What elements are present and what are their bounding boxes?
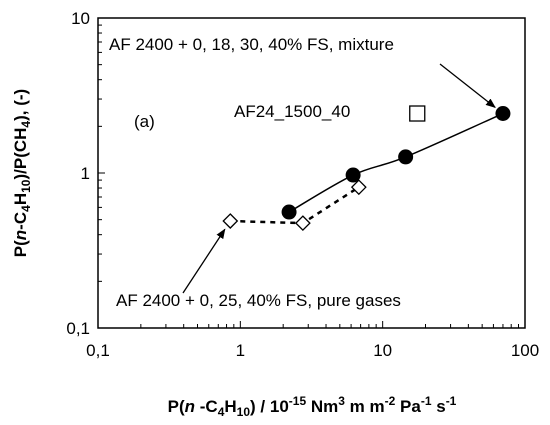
series-lines: [230, 112, 504, 225]
data-point-open-diamond: [294, 215, 311, 232]
annotation-mixture: AF 2400 + 0, 18, 30, 40% FS, mixture: [109, 35, 394, 54]
x-tick-label: 0,1: [86, 341, 110, 360]
y-tick-label: 10: [71, 9, 90, 28]
annotation-arrow-pure: [182, 228, 226, 294]
axis-ticks: [97, 24, 519, 329]
plot-frame: [97, 17, 526, 329]
data-point-open-square: [409, 105, 426, 122]
data-point-filled-circle: [345, 167, 361, 183]
x-axis-title: P(n -C4H10) / 10-15 Nm3 m m-2 Pa-1 s-1: [168, 394, 457, 419]
data-point-open-diamond: [350, 179, 367, 196]
y-axis-title: P(n-C4H10)/P(CH4), (-): [11, 89, 33, 257]
annotation-af24: AF24_1500_40: [234, 102, 350, 121]
x-tick-label: 100: [511, 341, 539, 360]
data-point-open-diamond: [222, 213, 239, 229]
data-point-filled-circle: [398, 149, 414, 165]
data-point-filled-circle: [495, 106, 511, 122]
series-line-solid: [288, 112, 504, 213]
x-tick-label: 10: [373, 341, 392, 360]
annotation-pure-gases: AF 2400 + 0, 25, 40% FS, pure gases: [116, 291, 401, 310]
data-points: [222, 105, 511, 232]
x-tick-label: 1: [236, 341, 245, 360]
series-line-dashed: [230, 186, 360, 225]
y-tick-label: 0,1: [66, 319, 90, 338]
annotation-arrows: [182, 63, 496, 294]
panel-label: (a): [134, 112, 155, 131]
y-tick-label: 1: [81, 164, 90, 183]
axis-tick-labels: 0,1 1 10 100 0,1 1 10: [66, 9, 539, 360]
annotation-arrow-mixture: [439, 63, 496, 108]
data-point-filled-circle: [281, 204, 297, 220]
